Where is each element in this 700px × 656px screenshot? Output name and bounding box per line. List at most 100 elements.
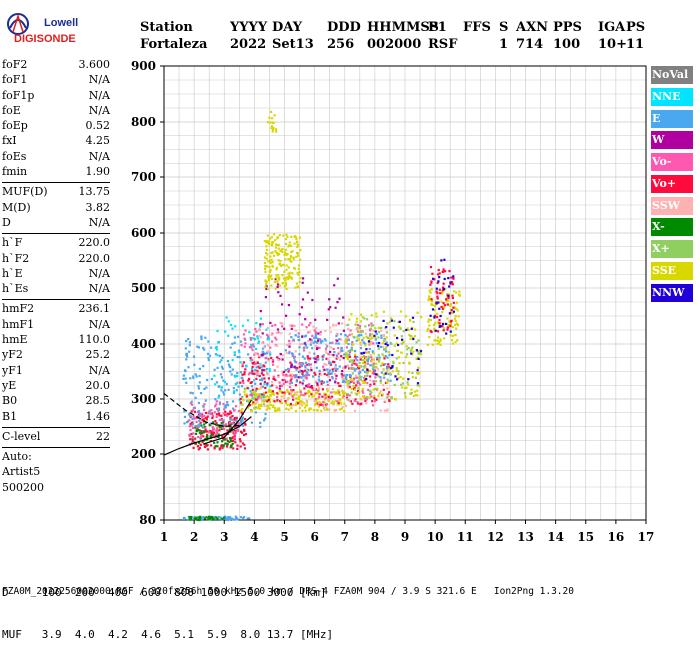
echo-point: [198, 419, 201, 422]
param-divider: [2, 299, 110, 301]
echo-point: [284, 258, 287, 261]
echo-point: [329, 350, 332, 353]
echo-point: [340, 338, 343, 341]
echo-point: [184, 377, 187, 380]
echo-point: [343, 353, 346, 356]
echo-point: [241, 379, 245, 382]
echo-point: [439, 324, 442, 328]
echo-point: [390, 396, 393, 399]
echo-point: [232, 407, 235, 410]
echo-point: [377, 347, 380, 350]
echo-point: [226, 412, 229, 415]
echo-point: [263, 352, 266, 355]
echo-point: [231, 400, 235, 403]
header-label-4: HHMMSS: [367, 20, 439, 35]
echo-point: [452, 306, 455, 309]
echo-point: [216, 430, 219, 433]
echo-point: [313, 352, 316, 355]
echo-point: [349, 367, 352, 370]
footer-file-line: FZA0M_2022256002000.RSF / 320fx256h 50 k…: [2, 586, 574, 597]
echo-point: [355, 367, 358, 370]
echo-point: [285, 264, 288, 267]
echo-point: [258, 366, 261, 370]
echo-point: [214, 346, 217, 349]
echo-point: [267, 358, 270, 361]
echo-point: [368, 385, 372, 388]
echo-point: [341, 374, 344, 377]
echo-point: [189, 518, 193, 521]
echo-point: [236, 422, 240, 425]
echo-point: [195, 429, 198, 433]
echo-point: [274, 239, 277, 242]
echo-point: [231, 439, 235, 442]
echo-point: [247, 399, 250, 402]
echo-point: [355, 376, 358, 379]
echo-point: [426, 329, 429, 332]
echo-point: [282, 374, 285, 377]
echo-point: [359, 320, 362, 323]
echo-point: [308, 351, 311, 354]
echo-point: [342, 357, 345, 360]
param-name: C-level: [2, 429, 41, 443]
echo-point: [290, 381, 293, 384]
echo-point: [226, 440, 229, 443]
x-tick-label: 11: [457, 530, 474, 544]
echo-point: [381, 362, 384, 365]
echo-point: [372, 362, 375, 365]
echo-point: [284, 248, 287, 251]
echo-point: [430, 288, 433, 291]
echo-point: [291, 340, 294, 343]
echo-point: [325, 403, 329, 406]
echo-point: [191, 409, 194, 412]
echo-point: [348, 355, 351, 358]
echo-point: [254, 369, 257, 372]
echo-point: [183, 369, 187, 372]
echo-point: [214, 405, 217, 408]
echo-point: [357, 387, 360, 390]
echo-point: [288, 339, 291, 342]
echo-point: [272, 359, 275, 362]
echo-point: [356, 326, 359, 329]
echo-point: [274, 407, 277, 410]
echo-point: [280, 332, 283, 335]
echo-point: [207, 515, 211, 518]
echo-point: [389, 320, 392, 323]
echo-point: [370, 322, 373, 325]
echo-point: [192, 355, 196, 358]
echo-point: [203, 423, 206, 426]
echo-point: [232, 391, 236, 394]
echo-point: [255, 347, 258, 350]
echo-point: [203, 445, 206, 449]
echo-point: [375, 333, 378, 336]
echo-point: [290, 277, 294, 280]
echo-point: [436, 292, 439, 295]
echo-point: [344, 365, 347, 368]
echo-point: [319, 331, 322, 334]
echo-point: [295, 282, 298, 285]
echo-point: [441, 307, 444, 311]
echo-point: [446, 317, 449, 320]
echo-point: [318, 372, 321, 375]
echo-point: [436, 316, 439, 319]
echo-point: [243, 447, 247, 450]
echo-point: [238, 351, 241, 354]
echo-point: [239, 340, 243, 343]
echo-point: [361, 379, 364, 383]
echo-point: [332, 323, 335, 326]
param-name: hmF1: [2, 317, 35, 331]
echo-point: [318, 346, 321, 349]
echo-point: [229, 323, 233, 326]
y-tick-label: 900: [131, 59, 156, 73]
echo-point: [441, 311, 444, 314]
echo-point: [270, 284, 273, 287]
echo-point: [295, 397, 298, 400]
echo-point: [344, 392, 347, 395]
echo-point: [362, 381, 365, 384]
echo-point: [281, 391, 284, 394]
echo-point: [291, 272, 294, 275]
echo-point: [233, 423, 236, 426]
echo-point: [227, 404, 230, 407]
echo-point: [280, 248, 283, 251]
echo-point: [263, 404, 266, 408]
echo-point: [449, 324, 452, 327]
